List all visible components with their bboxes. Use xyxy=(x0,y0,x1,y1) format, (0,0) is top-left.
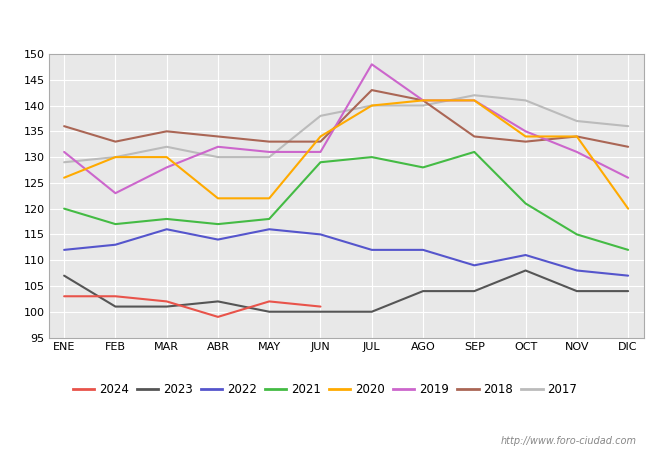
Legend: 2024, 2023, 2022, 2021, 2020, 2019, 2018, 2017: 2024, 2023, 2022, 2021, 2020, 2019, 2018… xyxy=(70,379,580,399)
Text: http://www.foro-ciudad.com: http://www.foro-ciudad.com xyxy=(501,436,637,446)
Text: Afiliados en Herradón de Pinares a 31/5/2024: Afiliados en Herradón de Pinares a 31/5/… xyxy=(131,12,519,27)
